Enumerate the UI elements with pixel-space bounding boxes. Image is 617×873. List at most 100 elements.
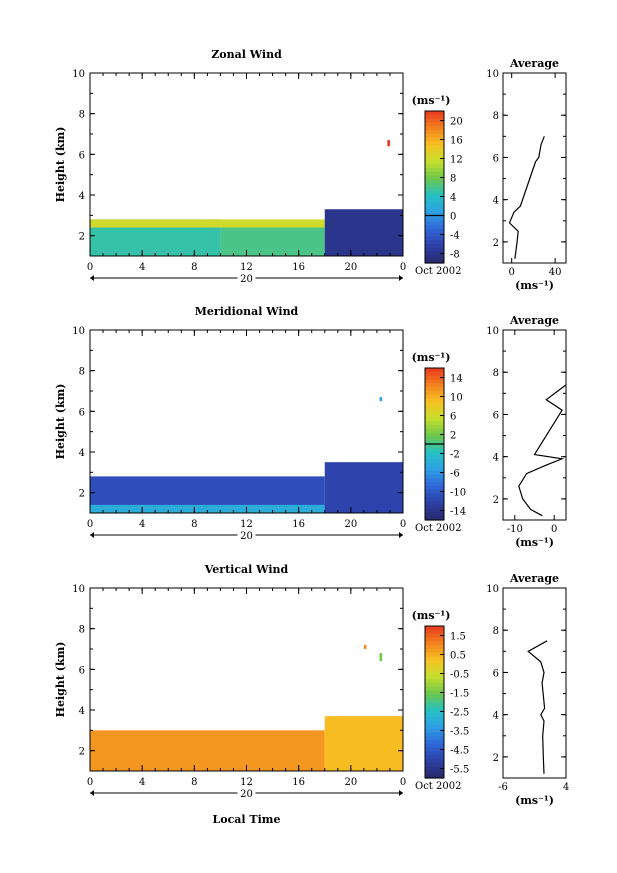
colorbar-step <box>425 447 444 453</box>
colorbar-step <box>425 425 444 430</box>
x-tick-label: 4 <box>139 777 145 788</box>
average-title: Average <box>509 314 559 327</box>
colorbar-step <box>425 209 444 215</box>
colorbar-tick-label: -8 <box>450 250 460 261</box>
y-tick-label: 6 <box>79 665 85 676</box>
colorbar-step <box>425 645 444 650</box>
x-tick-label: 20 <box>344 519 357 530</box>
average-y-tick-label: 10 <box>486 584 499 595</box>
x-tick-label: 4 <box>139 519 145 530</box>
colorbar-step <box>425 383 444 388</box>
y-tick-label: 4 <box>79 448 85 459</box>
colorbar-step <box>425 152 444 158</box>
average-y-tick-label: 6 <box>493 410 499 421</box>
colorbar-unit: (ms⁻¹) <box>412 94 451 107</box>
colorbar-tick-label: -5.5 <box>450 765 469 776</box>
colorbar: (ms⁻¹) 20 16 12 8 4 0 -4 -8 <box>412 94 463 264</box>
colorbar-step <box>425 690 444 695</box>
colorbar-tick-label: -2 <box>450 450 460 461</box>
colorbar-step <box>425 175 444 180</box>
x-tick-label: 8 <box>191 777 197 788</box>
colorbar-step <box>425 133 444 139</box>
colorbar: (ms⁻¹) 1.5 0.5 -0.5 -1.5 -2.5 -3.5 -4.5 -5.5 <box>412 609 469 779</box>
colorbar-step <box>425 683 444 688</box>
colorbar-step <box>425 126 444 131</box>
x-tick-label: 0 <box>400 262 406 273</box>
colorbar-unit: (ms⁻¹) <box>412 609 451 622</box>
y-axis-label: Height (km) <box>54 127 67 203</box>
x-tick-label: 20 <box>344 262 357 273</box>
colorbar-step <box>425 190 444 196</box>
colorbar-step <box>425 474 444 479</box>
colorbar-step <box>425 747 444 752</box>
x-tick-label: 0 <box>87 262 93 273</box>
colorbar-tick-label: -2.5 <box>450 708 469 719</box>
average-y-tick-label: 6 <box>493 668 499 679</box>
colorbar-step <box>425 428 444 434</box>
x-tick-label: 0 <box>400 777 406 788</box>
colorbar-tick-label: -10 <box>450 488 466 499</box>
colorbar-step <box>425 478 444 483</box>
colorbar-step <box>425 626 444 631</box>
colorbar-step <box>425 198 444 203</box>
heatmap-region-4 <box>387 140 390 147</box>
colorbar-step <box>425 743 444 749</box>
colorbar-tick-label: 10 <box>450 393 463 404</box>
colorbar-tick-label: 2 <box>450 431 456 442</box>
colorbar-step <box>425 168 444 173</box>
colorbar-step <box>425 236 444 241</box>
y-axis-label: Height (km) <box>54 642 67 718</box>
date-axis-arrow-left <box>90 790 94 796</box>
y-tick-label: 4 <box>79 191 85 202</box>
colorbar-step <box>425 417 444 422</box>
x-tick-label: 8 <box>191 519 197 530</box>
date-marker-bg <box>237 530 256 540</box>
colorbar-tick-label: -4 <box>450 231 460 242</box>
x-tick-label: 12 <box>240 262 253 273</box>
colorbar-step <box>425 512 444 517</box>
colorbar-step <box>425 667 444 673</box>
y-tick-label: 2 <box>79 232 85 243</box>
colorbar-step <box>425 137 444 142</box>
average-y-tick-label: 2 <box>493 238 499 249</box>
colorbar-step <box>425 149 444 154</box>
colorbar-step <box>425 206 444 211</box>
colorbar-step <box>425 698 444 703</box>
colorbar-step <box>425 387 444 392</box>
colorbar-step <box>425 255 444 260</box>
colorbar-unit: (ms⁻¹) <box>412 351 451 364</box>
y-axis-label: Height (km) <box>54 384 67 460</box>
average-profile-line <box>527 640 548 774</box>
y-tick-label: 8 <box>79 367 85 378</box>
average-profile-line <box>508 136 545 259</box>
average-profile-line <box>518 384 567 517</box>
date-marker-bg <box>237 788 256 798</box>
colorbar-step <box>425 751 444 756</box>
x-tick-label: 0 <box>87 777 93 788</box>
colorbar-step <box>425 179 444 184</box>
y-tick-label: 6 <box>79 150 85 161</box>
date-label: Oct 2002 <box>415 781 461 792</box>
colorbar-step <box>425 368 444 373</box>
colorbar-step <box>425 485 444 491</box>
colorbar-tick-label: 20 <box>450 117 463 128</box>
colorbar-step <box>425 759 444 764</box>
colorbar-step <box>425 501 444 506</box>
colorbar-step <box>425 717 444 722</box>
colorbar-step <box>425 709 444 714</box>
heatmap-cells <box>90 397 403 513</box>
colorbar-step <box>425 244 444 249</box>
colorbar-step <box>425 164 444 169</box>
colorbar-step <box>425 217 444 222</box>
colorbar-step <box>425 221 444 226</box>
colorbar-step <box>425 171 444 177</box>
heatmap-region-0 <box>90 730 325 771</box>
average-y-tick-label: 8 <box>493 368 499 379</box>
colorbar-step <box>425 194 444 199</box>
average-y-tick-label: 2 <box>493 753 499 764</box>
date-axis-arrow-right <box>399 275 403 281</box>
average-frame <box>502 329 567 521</box>
colorbar-step <box>425 394 444 399</box>
average-x-label: (ms⁻¹) <box>515 794 554 807</box>
